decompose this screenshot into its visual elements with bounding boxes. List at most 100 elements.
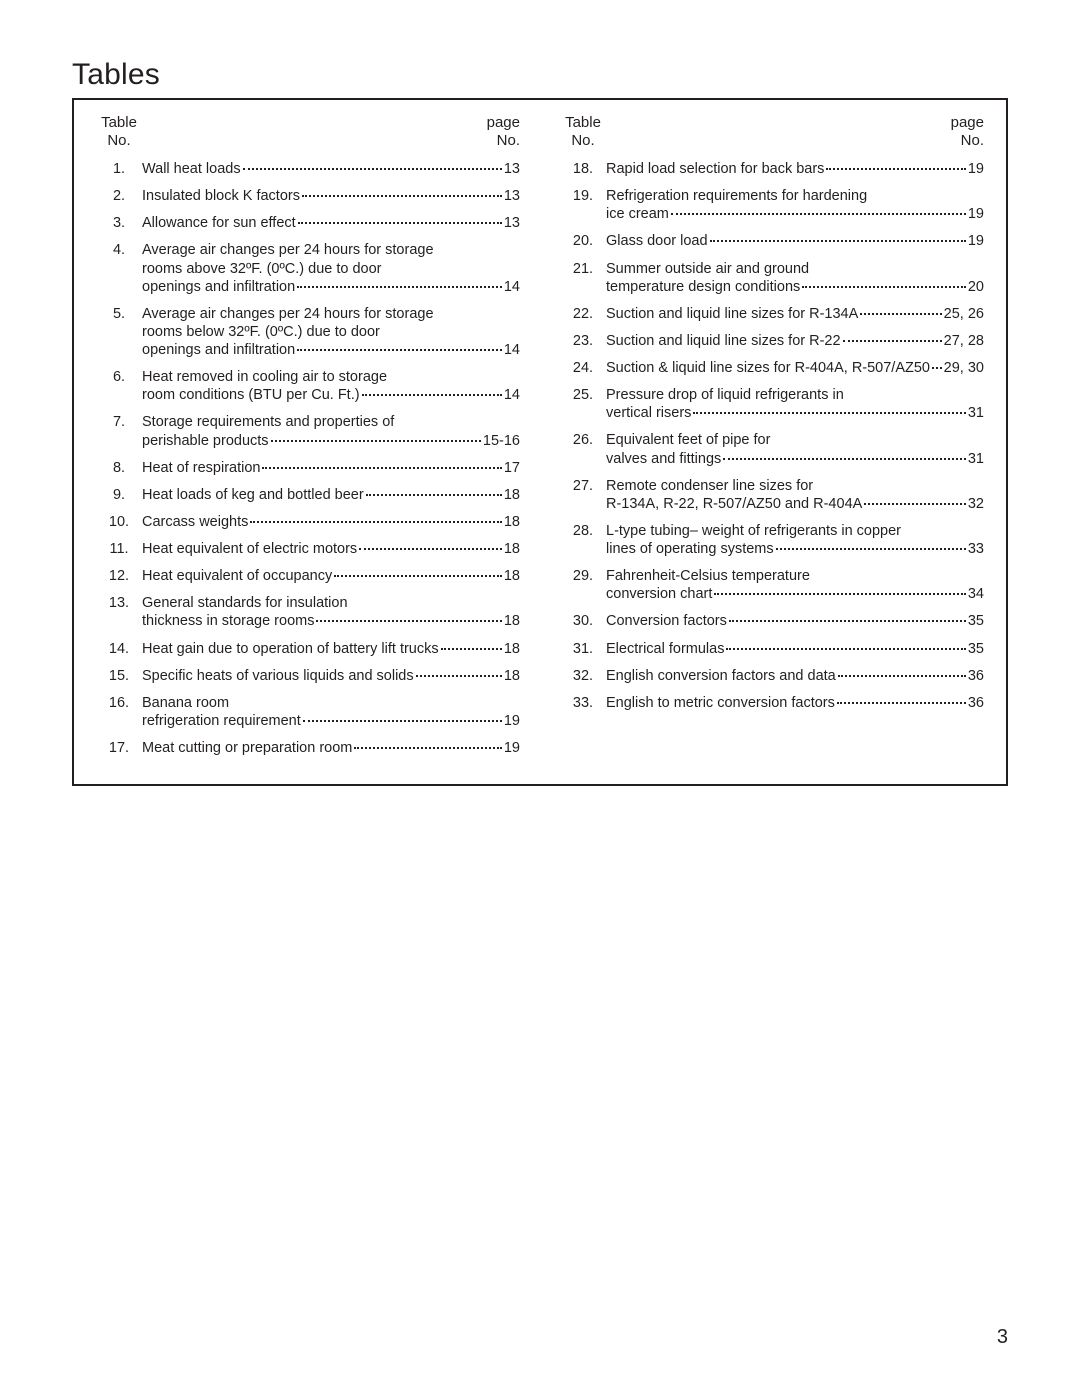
entry-body: Heat removed in cooling air to storagero… (142, 368, 520, 404)
entry-text: Heat removed in cooling air to storage (142, 368, 387, 386)
entry-page: 18 (504, 486, 520, 504)
entry-page: 19 (968, 232, 984, 250)
entry-body: Refrigeration requirements for hardening… (606, 187, 984, 223)
entries-list: 18.Rapid load selection for back bars191… (560, 160, 984, 712)
dot-leader (354, 747, 502, 749)
entry-page: 35 (968, 612, 984, 630)
dot-leader (262, 467, 501, 469)
entry-text: thickness in storage rooms (142, 612, 314, 630)
column-header: Table No. page No. (560, 114, 984, 150)
toc-entry: 19.Refrigeration requirements for harden… (560, 187, 984, 223)
entry-text: conversion chart (606, 585, 712, 603)
page-number: 3 (997, 1326, 1008, 1349)
page: Tables Table No. page No. 1.Wall heat lo… (0, 0, 1080, 1397)
entry-page: 35 (968, 640, 984, 658)
entry-line: General standards for insulation (142, 594, 520, 612)
entry-text: Heat loads of keg and bottled beer (142, 486, 364, 504)
entry-text: Suction and liquid line sizes for R-22 (606, 332, 841, 350)
entry-number: 13. (96, 594, 142, 630)
toc-entry: 9.Heat loads of keg and bottled beer 18 (96, 486, 520, 504)
toc-entry: 5.Average air changes per 24 hours for s… (96, 305, 520, 359)
right-column: Table No. page No. 18.Rapid load selecti… (560, 114, 984, 766)
entry-number: 17. (96, 739, 142, 757)
toc-entry: 23.Suction and liquid line sizes for R-2… (560, 332, 984, 350)
dot-leader (864, 503, 966, 505)
entry-body: Average air changes per 24 hours for sto… (142, 241, 520, 295)
entry-page: 20 (968, 278, 984, 296)
toc-entry: 18.Rapid load selection for back bars19 (560, 160, 984, 178)
entry-line: Remote condenser line sizes for (606, 477, 984, 495)
entry-text: Heat equivalent of electric motors (142, 540, 357, 558)
dot-leader (932, 367, 942, 369)
entry-text: Insulated block K factors (142, 187, 300, 205)
tables-box: Table No. page No. 1.Wall heat loads132.… (72, 98, 1008, 786)
entry-page: 18 (504, 513, 520, 531)
entry-body: Storage requirements and properties ofpe… (142, 413, 520, 449)
entry-number: 25. (560, 386, 606, 422)
entry-line: lines of operating systems33 (606, 540, 984, 558)
entry-page: 19 (968, 160, 984, 178)
entry-page: 31 (968, 450, 984, 468)
entry-number: 23. (560, 332, 606, 350)
entry-text: Banana room (142, 694, 229, 712)
entry-number: 16. (96, 694, 142, 730)
entry-number: 32. (560, 667, 606, 685)
entry-page: 18 (504, 640, 520, 658)
toc-entry: 15.Specific heats of various liquids and… (96, 667, 520, 685)
entry-text: English to metric conversion factors (606, 694, 835, 712)
entry-number: 10. (96, 513, 142, 531)
entry-line: Suction and liquid line sizes for R-2227… (606, 332, 984, 350)
entry-text: Heat gain due to operation of battery li… (142, 640, 439, 658)
entry-page: 32 (968, 495, 984, 513)
entry-page: 14 (504, 278, 520, 296)
header-table-no: Table No. (96, 114, 142, 150)
dot-leader (303, 720, 502, 722)
entry-number: 8. (96, 459, 142, 477)
entry-line: temperature design conditions20 (606, 278, 984, 296)
entry-page: 25, 26 (944, 305, 984, 323)
entry-number: 14. (96, 640, 142, 658)
entry-text: Glass door load (606, 232, 708, 250)
entry-text: Average air changes per 24 hours for sto… (142, 241, 434, 259)
dot-leader (838, 675, 966, 677)
entry-line: conversion chart 34 (606, 585, 984, 603)
entry-line: Insulated block K factors13 (142, 187, 520, 205)
dot-leader (416, 675, 502, 677)
entry-line: Heat equivalent of electric motors18 (142, 540, 520, 558)
dot-leader (826, 168, 965, 170)
entry-number: 26. (560, 431, 606, 467)
entry-page: 14 (504, 341, 520, 359)
entry-body: Insulated block K factors13 (142, 187, 520, 205)
entry-body: Average air changes per 24 hours for sto… (142, 305, 520, 359)
entry-text: Equivalent feet of pipe for (606, 431, 770, 449)
toc-entry: 32.English conversion factors and data36 (560, 667, 984, 685)
header-text: Table (560, 114, 606, 132)
toc-entry: 17.Meat cutting or preparation room19 (96, 739, 520, 757)
entry-number: 9. (96, 486, 142, 504)
entry-line: Pressure drop of liquid refrigerants in (606, 386, 984, 404)
dot-leader (250, 521, 501, 523)
entry-text: R-134A, R-22, R-507/AZ50 and R-404A (606, 495, 862, 513)
dot-leader (366, 494, 502, 496)
entry-line: Wall heat loads13 (142, 160, 520, 178)
entry-body: Fahrenheit-Celsius temperatureconversion… (606, 567, 984, 603)
entry-line: refrigeration requirement19 (142, 712, 520, 730)
toc-entry: 6.Heat removed in cooling air to storage… (96, 368, 520, 404)
header-text: No. (951, 132, 984, 150)
entry-line: openings and infiltration14 (142, 341, 520, 359)
entry-page: 31 (968, 404, 984, 422)
dot-leader (729, 620, 966, 622)
entry-line: Heat gain due to operation of battery li… (142, 640, 520, 658)
header-text: page (487, 114, 520, 132)
entry-text: rooms above 32ºF. (0ºC.) due to door (142, 260, 382, 278)
dot-leader (776, 548, 966, 550)
toc-entry: 10.Carcass weights18 (96, 513, 520, 531)
entry-line: Heat of respiration17 (142, 459, 520, 477)
entry-body: Conversion factors35 (606, 612, 984, 630)
entry-number: 6. (96, 368, 142, 404)
header-text: Table (96, 114, 142, 132)
toc-entry: 27.Remote condenser line sizes forR-134A… (560, 477, 984, 513)
entry-line: Storage requirements and properties of (142, 413, 520, 431)
entry-page: 34 (968, 585, 984, 603)
entry-number: 7. (96, 413, 142, 449)
